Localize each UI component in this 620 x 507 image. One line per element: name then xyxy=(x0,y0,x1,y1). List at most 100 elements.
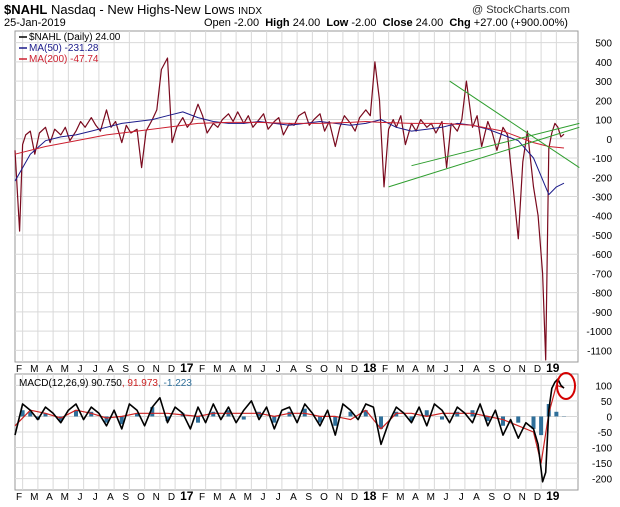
month-label: D xyxy=(534,364,541,375)
y-tick-label: 400 xyxy=(595,58,612,69)
histogram-bar xyxy=(333,416,338,426)
month-label: F xyxy=(199,364,205,375)
month-label: O xyxy=(320,364,328,375)
y-tick-label: -200 xyxy=(592,173,612,184)
description-label: Nasdaq - New Highs-New Lows xyxy=(50,2,235,17)
macd-legend-part: MACD(12,26,9) 90.750 xyxy=(19,378,122,389)
histogram-bar xyxy=(424,410,429,417)
legend-label: MA(200) -47.74 xyxy=(29,54,99,65)
month-label: F xyxy=(382,492,388,503)
macd-legend-label: MACD(12,26,9) 90.750, 91.973, -1.223 xyxy=(19,378,192,389)
histogram-bar xyxy=(485,416,490,422)
ma50-line xyxy=(14,111,565,196)
histogram-bar xyxy=(272,416,277,423)
month-label: S xyxy=(122,492,129,503)
y-tick-label: -100 xyxy=(592,444,612,455)
high-value: 24.00 xyxy=(292,17,321,29)
legend-label: MA(50) -231.28 xyxy=(29,43,99,54)
macd-lines xyxy=(14,378,565,483)
month-label: 17 xyxy=(180,489,194,503)
month-label: N xyxy=(336,364,343,375)
price-lines xyxy=(14,57,580,361)
month-axis-top: F M A M J J A S O N D 17 F M A M J J A S O N D 18 F M A M J J A S O N D 19 xyxy=(16,361,560,375)
month-label: J xyxy=(93,492,98,503)
month-label: S xyxy=(488,364,495,375)
trendline xyxy=(449,80,580,169)
highlight-circle xyxy=(556,372,576,400)
histogram-bar xyxy=(409,416,414,422)
symbol-label: $NAHL xyxy=(4,2,48,17)
ohlc-summary: Open -2.00 High 24.00 Low -2.00 Close 24… xyxy=(204,17,568,29)
histogram-bar xyxy=(28,411,33,417)
month-label: M xyxy=(61,492,69,503)
month-label: J xyxy=(261,364,266,375)
macd-panel: 100 50 0 -50 -100 -150 -200 MACD(12,26,9) 90.7… xyxy=(14,372,612,491)
open-label: Open xyxy=(204,17,231,29)
histogram-bar xyxy=(516,416,521,423)
y-tick-label: -100 xyxy=(592,154,612,165)
month-label: N xyxy=(153,364,160,375)
legend-label: $NAHL (Daily) 24.00 xyxy=(29,32,121,43)
month-label: 17 xyxy=(180,361,194,375)
macd-line xyxy=(14,378,565,483)
histogram-bar xyxy=(554,411,559,417)
month-label: N xyxy=(519,492,526,503)
month-label: J xyxy=(459,492,464,503)
month-label: O xyxy=(137,492,145,503)
month-label: A xyxy=(229,492,236,503)
month-label: J xyxy=(93,364,98,375)
month-label: A xyxy=(290,492,297,503)
histogram-bar xyxy=(241,416,246,420)
y-tick-label: -600 xyxy=(592,250,612,261)
month-label: A xyxy=(473,492,480,503)
macd-legend: MACD(12,26,9) 90.750, 91.973, -1.223 xyxy=(19,378,192,389)
histogram-bar xyxy=(35,416,40,420)
histogram-bar xyxy=(455,411,460,417)
month-label: J xyxy=(444,364,449,375)
macd-legend-part: , 91.973 xyxy=(122,378,159,389)
chart-title: $NAHL Nasdaq - New Highs-New Lows INDX xyxy=(4,2,262,17)
month-label: A xyxy=(107,492,114,503)
histogram-bar xyxy=(348,411,353,417)
month-label: M xyxy=(427,364,435,375)
macd-y-axis: 100 50 0 -50 -100 -150 -200 xyxy=(592,381,612,485)
histogram-bar xyxy=(539,416,544,436)
price-grid xyxy=(15,31,578,362)
date-label: 25-Jan-2019 xyxy=(4,17,66,29)
y-tick-label: -150 xyxy=(592,459,612,470)
month-label: A xyxy=(412,492,419,503)
histogram-bar xyxy=(379,416,383,429)
trendline xyxy=(388,126,580,188)
y-tick-label: 500 xyxy=(595,39,612,50)
y-tick-label: 0 xyxy=(606,135,612,146)
y-tick-label: -1000 xyxy=(586,327,612,338)
histogram-bar xyxy=(440,416,444,420)
histogram-bar xyxy=(89,411,94,417)
high-label: High xyxy=(265,17,290,29)
low-value: -2.00 xyxy=(351,17,377,29)
month-label: D xyxy=(534,492,541,503)
month-label: M xyxy=(213,492,221,503)
histogram-bar xyxy=(363,410,368,417)
month-label: M xyxy=(244,364,252,375)
y-tick-label: 0 xyxy=(606,412,612,423)
y-tick-label: -800 xyxy=(592,289,612,300)
month-label: 18 xyxy=(363,361,377,375)
month-label: M xyxy=(396,364,404,375)
month-label: F xyxy=(199,492,205,503)
month-label: O xyxy=(503,492,511,503)
month-label: N xyxy=(519,364,526,375)
y-tick-label: -400 xyxy=(592,212,612,223)
month-label: S xyxy=(305,364,312,375)
close-value: 24.00 xyxy=(415,17,444,29)
y-tick-label: -200 xyxy=(592,475,612,486)
month-label: S xyxy=(122,364,129,375)
month-label: N xyxy=(336,492,343,503)
month-label: A xyxy=(473,364,480,375)
month-label: A xyxy=(46,364,53,375)
month-label: M xyxy=(427,492,435,503)
histogram-bar xyxy=(74,410,78,417)
month-label: A xyxy=(107,364,114,375)
open-value: -2.00 xyxy=(233,17,260,29)
